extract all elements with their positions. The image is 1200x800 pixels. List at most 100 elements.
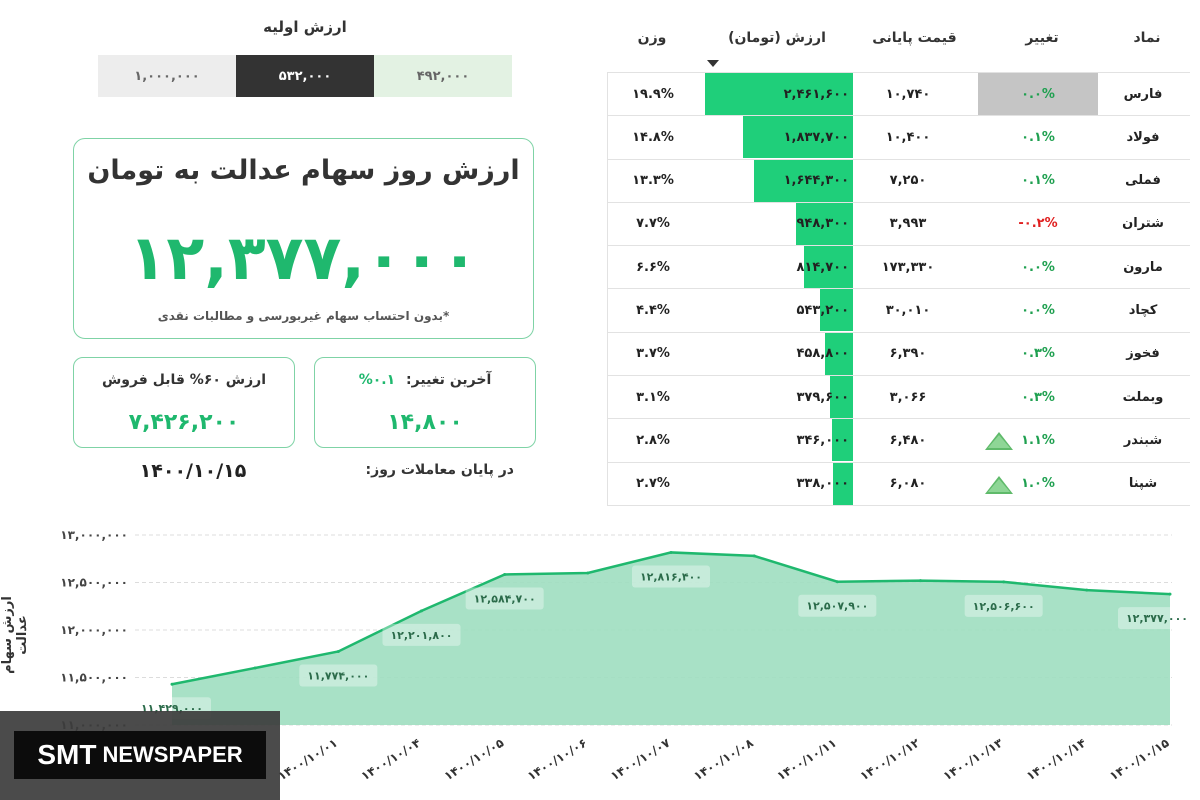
header-change[interactable]: تغییر [1025, 30, 1059, 46]
x-tick-label: ۱۴۰۰/۱۰/۰۵ [442, 736, 507, 784]
y-tick-label: ۱۳,۰۰۰,۰۰۰ [60, 528, 128, 542]
cell-change: ۰.۱% [1021, 129, 1055, 145]
data-label: ۱۲,۵۰۷,۹۰۰ [806, 600, 868, 613]
value-text: ۱,۶۴۴,۳۰۰ [783, 173, 849, 189]
data-point [170, 682, 174, 686]
data-point [1002, 580, 1006, 584]
initial-option-492000[interactable]: ۴۹۲,۰۰۰ [374, 55, 512, 97]
cell-symbol[interactable]: کچاد [1128, 302, 1158, 318]
up-arrow-icon [985, 432, 1013, 451]
x-tick-label: ۱۴۰۰/۱۰/۱۳ [941, 735, 1006, 783]
value-text: ۱,۸۳۷,۷۰۰ [783, 129, 849, 145]
cell-change: ۰.۰% [1021, 259, 1055, 275]
cell-weight: ۷.۷% [636, 216, 670, 232]
x-tick-label: ۱۴۰۰/۱۰/۰۸ [691, 735, 756, 783]
data-point [586, 571, 590, 575]
table-row: وبملت ۰.۳% ۳,۰۶۶ ۳۷۹,۶۰۰ ۳.۱% [608, 376, 1190, 420]
current-value-note: *بدون احتساب سهام غیربورسی و مطالبات نقد… [157, 309, 450, 323]
table-row: شتران -۰.۲% ۳,۹۹۳ ۹۴۸,۳۰۰ ۷.۷% [608, 202, 1190, 247]
data-label: ۱۲,۵۰۶,۶۰۰ [973, 600, 1035, 613]
value-text: ۳۷۹,۶۰۰ [796, 389, 849, 405]
cell-symbol[interactable]: شبندر [1123, 432, 1163, 448]
current-value-title: ارزش روز سهام عدالت به تومان [87, 155, 520, 186]
cell-symbol[interactable]: فولاد [1126, 129, 1160, 145]
header-price[interactable]: قیمت پایانی [872, 30, 957, 46]
cell-weight: ۲.۸% [636, 432, 670, 448]
table-row: شبندر ۱.۱% ۶,۴۸۰ ۳۴۶,۰۰۰ ۲.۸% [608, 419, 1190, 463]
table-row: مارون ۰.۰% ۱۷۳,۳۳۰ ۸۱۴,۷۰۰ ۶.۶% [608, 246, 1190, 290]
chart-canvas: ۱۱,۰۰۰,۰۰۰۱۱,۵۰۰,۰۰۰۱۲,۰۰۰,۰۰۰۱۲,۵۰۰,۰۰۰… [60, 528, 1196, 784]
header-symbol[interactable]: نماد [1133, 30, 1161, 46]
cell-price: ۱۰,۴۰۰ [885, 129, 931, 145]
table-body: فارس ۰.۰% ۱۰,۷۴۰ ۲,۴۶۱,۶۰۰ ۱۹.۹% فولاد ۰.۱% ۱۰,… [607, 72, 1190, 506]
cell-price: ۱۰,۷۴۰ [885, 86, 931, 102]
table-row: کچاد ۰.۰% ۳۰,۰۱۰ ۵۴۳,۲۰۰ ۴.۴% [608, 289, 1190, 333]
y-tick-label: ۱۲,۰۰۰,۰۰۰ [60, 623, 128, 637]
cell-value: ۵۴۳,۲۰۰ [703, 289, 853, 332]
cell-symbol[interactable]: وبملت [1122, 389, 1164, 405]
cell-change: ۱.۰% [1021, 476, 1055, 492]
last-change-value: ۱۴,۸۰۰ [387, 410, 463, 435]
cell-symbol[interactable]: شتران [1122, 216, 1164, 232]
value-text: ۸۱۴,۷۰۰ [796, 259, 849, 275]
value-bar [825, 332, 853, 375]
cell-symbol[interactable]: شپنا [1128, 476, 1158, 492]
header-value[interactable]: ارزش (تومان) [728, 30, 826, 46]
value-bar [804, 246, 853, 289]
value-text: ۳۴۶,۰۰۰ [796, 432, 849, 448]
data-point [1168, 592, 1172, 596]
data-label-bg [798, 594, 877, 617]
cell-value: ۳۴۶,۰۰۰ [703, 419, 853, 462]
data-label-bg [632, 565, 710, 588]
data-label: ۱۲,۲۰۱,۸۰۰ [390, 629, 452, 642]
initial-option-532000[interactable]: ۵۳۲,۰۰۰ [236, 55, 374, 97]
x-tick-label: ۱۴۰۰/۱۰/۱۲ [858, 735, 923, 783]
cell-weight: ۲.۷% [636, 476, 670, 492]
cell-value: ۳۷۹,۶۰۰ [703, 376, 853, 419]
cell-change: -۰.۲% [1018, 216, 1058, 232]
value-bar [820, 289, 853, 332]
data-label: ۱۱,۷۷۴,۰۰۰ [307, 669, 369, 682]
cell-change: ۰.۳% [1021, 389, 1055, 405]
y-axis-label: ارزش سهام عدالت [0, 596, 30, 674]
cell-symbol[interactable]: مارون [1123, 259, 1163, 275]
value-bar [796, 202, 853, 245]
table-row: فولاد ۰.۱% ۱۰,۴۰۰ ۱,۸۳۷,۷۰۰ ۱۴.۸% [608, 116, 1190, 160]
cell-price: ۳,۰۶۶ [889, 389, 927, 405]
data-label-bg [465, 587, 544, 610]
x-tick-label: ۱۴۰۰/۱۰/۰۶ [525, 736, 590, 784]
x-tick-label: ۱۴۰۰/۱۰/۰۱ [275, 736, 340, 784]
value-text: ۵۴۳,۲۰۰ [796, 302, 849, 318]
cell-change: ۰.۳% [1021, 346, 1055, 362]
cell-symbol[interactable]: فملی [1125, 173, 1161, 189]
data-label: ۱۲,۳۷۷,۰۰۰ [1126, 612, 1188, 625]
data-point [669, 550, 673, 554]
data-point [835, 580, 839, 584]
x-tick-label: ۱۴۰۰/۱۰/۰۴ [359, 736, 424, 784]
smt-newspaper-logo: SMT NEWSPAPER [14, 731, 266, 779]
table-row: فملی ۰.۱% ۷,۲۵۰ ۱,۶۴۴,۳۰۰ ۱۳.۳% [608, 159, 1190, 203]
x-tick-label: ۱۴۰۰/۱۰/۱۱ [774, 736, 839, 784]
cell-weight: ۴.۴% [636, 302, 670, 318]
last-change-pct: ۰.۱% [358, 372, 396, 388]
value-bar [705, 73, 853, 115]
initial-option-1000000[interactable]: ۱,۰۰۰,۰۰۰ [98, 55, 236, 97]
cell-value: ۸۱۴,۷۰۰ [703, 246, 853, 289]
logo-text-newspaper: NEWSPAPER [102, 742, 243, 767]
cell-price: ۷,۲۵۰ [889, 173, 927, 189]
cell-change: ۰.۱% [1021, 173, 1055, 189]
cell-symbol[interactable]: فارس [1123, 86, 1163, 102]
sellable-value: ۷,۴۲۶,۲۰۰ [128, 410, 240, 435]
area-fill [172, 552, 1170, 725]
cell-value: ۴۵۸,۸۰۰ [703, 332, 853, 375]
cell-value: ۱,۶۴۴,۳۰۰ [703, 159, 853, 202]
trading-date-label: در پایان معاملات روز: [365, 462, 514, 478]
header-weight[interactable]: وزن [637, 30, 667, 46]
cell-symbol[interactable]: فخوز [1126, 346, 1160, 362]
data-point [1085, 588, 1089, 592]
y-tick-label: ۱۱,۵۰۰,۰۰۰ [60, 671, 128, 685]
x-tick-label: ۱۴۰۰/۱۰/۱۴ [1024, 736, 1089, 784]
cell-price: ۱۷۳,۳۳۰ [881, 259, 935, 275]
value-history-chart: ارزش سهام عدالت ۱۱,۰۰۰,۰۰۰۱۱,۵۰۰,۰۰۰۱۲,۰… [0, 515, 1200, 800]
cell-price: ۶,۴۸۰ [889, 432, 927, 448]
